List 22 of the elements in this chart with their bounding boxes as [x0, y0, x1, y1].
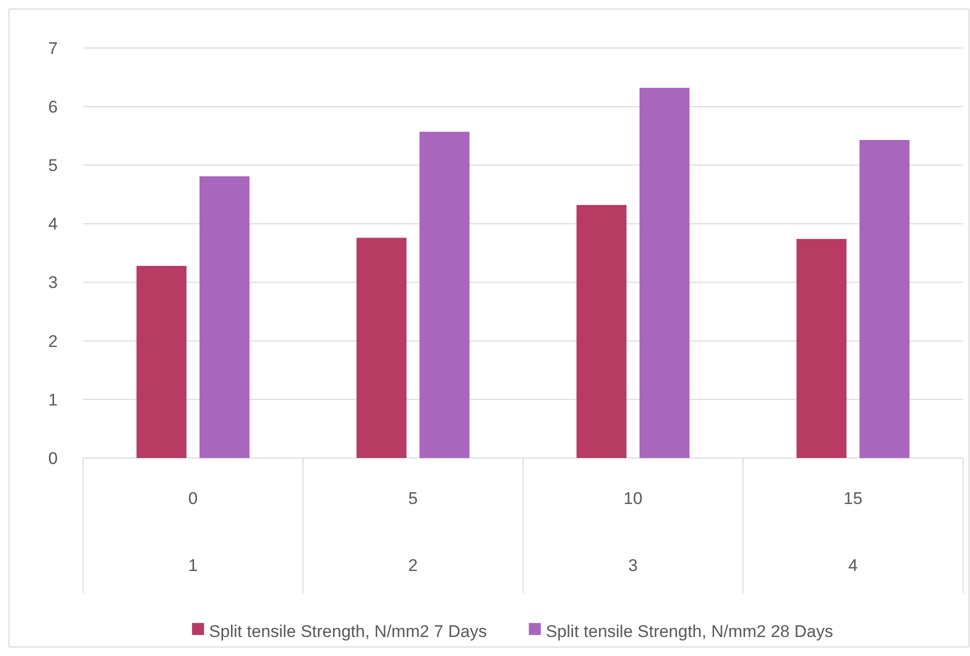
- legend-label: Split tensile Strength, N/mm2 28 Days: [546, 622, 834, 641]
- y-tick-label: 5: [48, 156, 58, 176]
- bar: [576, 204, 626, 458]
- y-tick-label: 4: [48, 214, 58, 234]
- bar: [356, 238, 406, 458]
- y-tick-label: 3: [48, 273, 58, 292]
- y-tick-label: 7: [48, 38, 58, 58]
- legend-label: Split tensile Strength, N/mm2 7 Days: [209, 622, 487, 641]
- bar: [860, 140, 910, 458]
- category-label: 0 1: [188, 489, 198, 575]
- bar: [420, 132, 470, 458]
- y-tick-label: 2: [48, 332, 58, 351]
- bar: [796, 238, 846, 458]
- category-label: 5 2: [408, 489, 418, 575]
- category-label: 10 3: [624, 489, 642, 575]
- bar: [640, 88, 690, 458]
- y-tick-label: 6: [48, 98, 58, 117]
- y-tick-label: 0: [48, 448, 58, 468]
- bar: [200, 176, 250, 458]
- y-tick-label: 1: [48, 390, 58, 410]
- bar: [136, 266, 186, 458]
- category-label: 15 4: [844, 489, 862, 575]
